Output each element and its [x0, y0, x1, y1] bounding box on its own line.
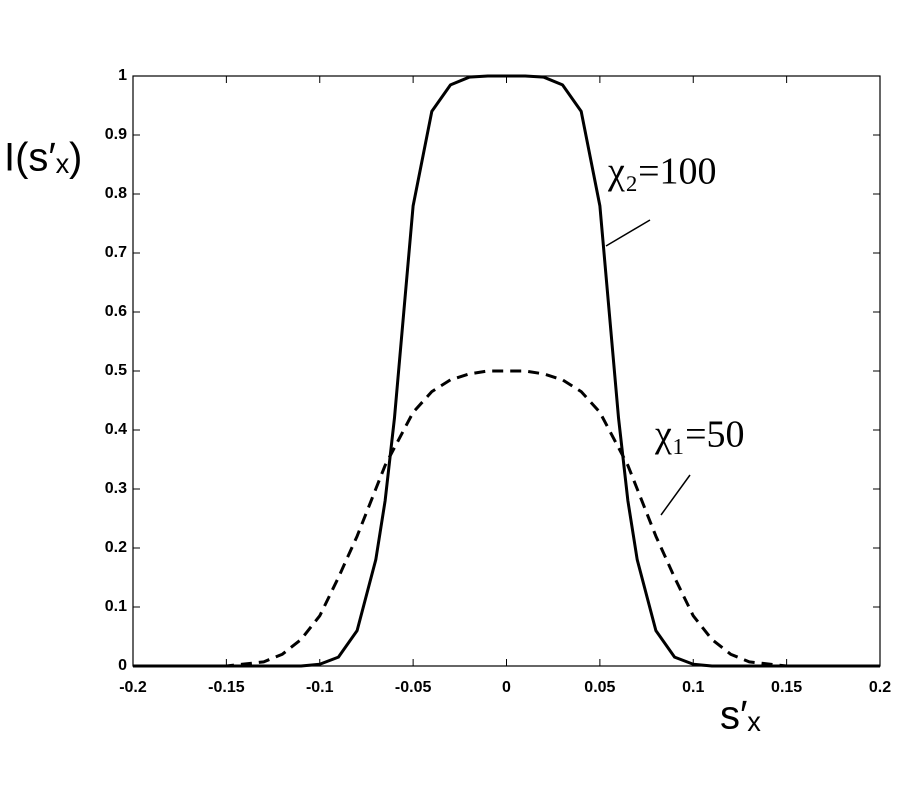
series-line — [133, 369, 880, 668]
x-tick-label: -0.15 — [208, 679, 245, 696]
y-tick-label: 0.1 — [105, 598, 127, 615]
y-tick-label: 0.4 — [105, 421, 127, 438]
series-line — [133, 74, 880, 668]
y-tick-label: 0.9 — [105, 126, 127, 143]
x-tick-label: -0.05 — [395, 679, 432, 696]
y-tick-label: 0 — [118, 657, 127, 674]
annotation: χ₁=50 — [654, 414, 745, 456]
annotation: χ₂=100 — [607, 151, 717, 193]
y-axis-label: I(s′ₓ) — [4, 136, 82, 180]
x-tick-label: 0.1 — [682, 679, 704, 696]
y-tick-label: 0.6 — [105, 303, 127, 320]
plot-frame — [132, 75, 881, 667]
x-tick-label: -0.1 — [306, 679, 334, 696]
annotation-leader — [660, 474, 691, 516]
y-tick-label: 0.8 — [105, 185, 127, 202]
y-tick-label: 0.3 — [105, 480, 127, 497]
y-tick-label: 0.5 — [105, 362, 127, 379]
x-tick-label: -0.2 — [119, 679, 147, 696]
x-tick-label: 0 — [502, 679, 511, 696]
annotation-leader — [605, 219, 651, 247]
x-axis-label: s′ₓ — [720, 694, 762, 738]
y-tick-label: 0.7 — [105, 244, 127, 261]
y-tick-label: 0.2 — [105, 539, 127, 556]
x-tick-label: 0.15 — [771, 679, 802, 696]
y-tick-label: 1 — [118, 67, 127, 84]
x-tick-label: 0.05 — [584, 679, 615, 696]
x-tick-label: 0.2 — [869, 679, 891, 696]
